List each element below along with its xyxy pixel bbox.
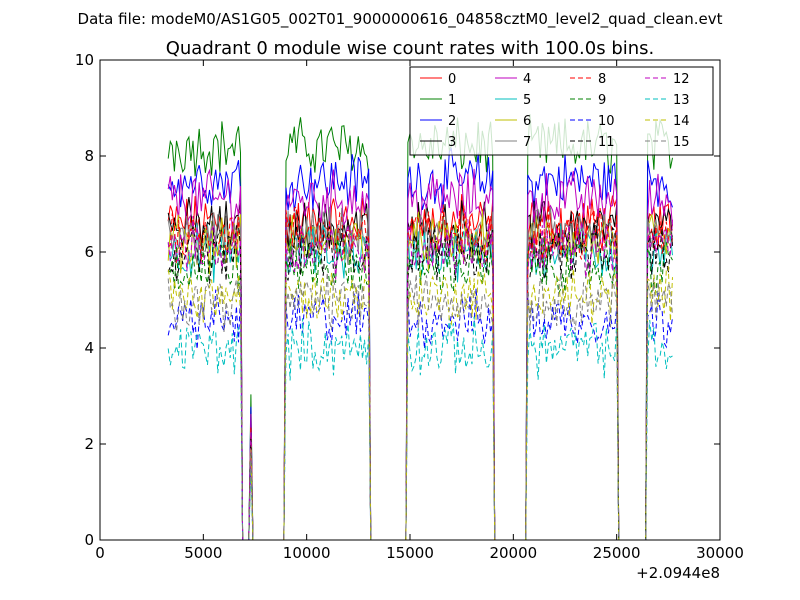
x-tick-label: 10000	[283, 544, 331, 562]
legend-label-6: 6	[523, 114, 531, 129]
legend-label-3: 3	[448, 135, 456, 150]
y-tick-label: 10	[75, 51, 94, 69]
legend-label-12: 12	[673, 72, 690, 87]
legend-label-7: 7	[523, 135, 531, 150]
x-offset-label: +2.0944e8	[636, 564, 720, 582]
legend-label-0: 0	[448, 72, 456, 87]
x-tick-label: 30000	[696, 544, 744, 562]
legend-label-2: 2	[448, 114, 456, 129]
legend-label-8: 8	[598, 72, 606, 87]
legend-label-4: 4	[523, 72, 531, 87]
y-tick-label: 2	[84, 435, 94, 453]
legend-label-1: 1	[448, 93, 456, 108]
y-tick-label: 8	[84, 147, 94, 165]
series-line-12	[167, 215, 673, 541]
legend-label-5: 5	[523, 93, 531, 108]
x-tick-label: 5000	[184, 544, 222, 562]
legend-box	[409, 66, 714, 156]
chart-title: Quadrant 0 module wise count rates with …	[166, 38, 655, 59]
x-axis: 0 5000 10000 15000 20000 25000 30000	[95, 60, 744, 562]
legend-label-15: 15	[673, 135, 690, 150]
y-tick-label: 6	[84, 243, 94, 261]
x-tick-label: 20000	[489, 544, 537, 562]
x-tick-label: 0	[95, 544, 105, 562]
series-line-9	[167, 237, 673, 541]
x-tick-label: 15000	[386, 544, 434, 562]
series-line-11	[167, 219, 673, 541]
series-line-15	[167, 272, 673, 541]
series-line-13	[167, 316, 673, 541]
y-tick-label: 0	[84, 531, 94, 549]
legend-label-13: 13	[673, 93, 690, 108]
legend-label-9: 9	[598, 93, 606, 108]
legend-label-10: 10	[598, 114, 615, 129]
legend-label-14: 14	[673, 114, 690, 129]
y-tick-label: 4	[84, 339, 94, 357]
chart-suptitle: Data file: modeM0/AS1G05_002T01_90000006…	[78, 10, 723, 29]
x-tick-label: 25000	[593, 544, 641, 562]
legend-label-11: 11	[598, 135, 615, 150]
